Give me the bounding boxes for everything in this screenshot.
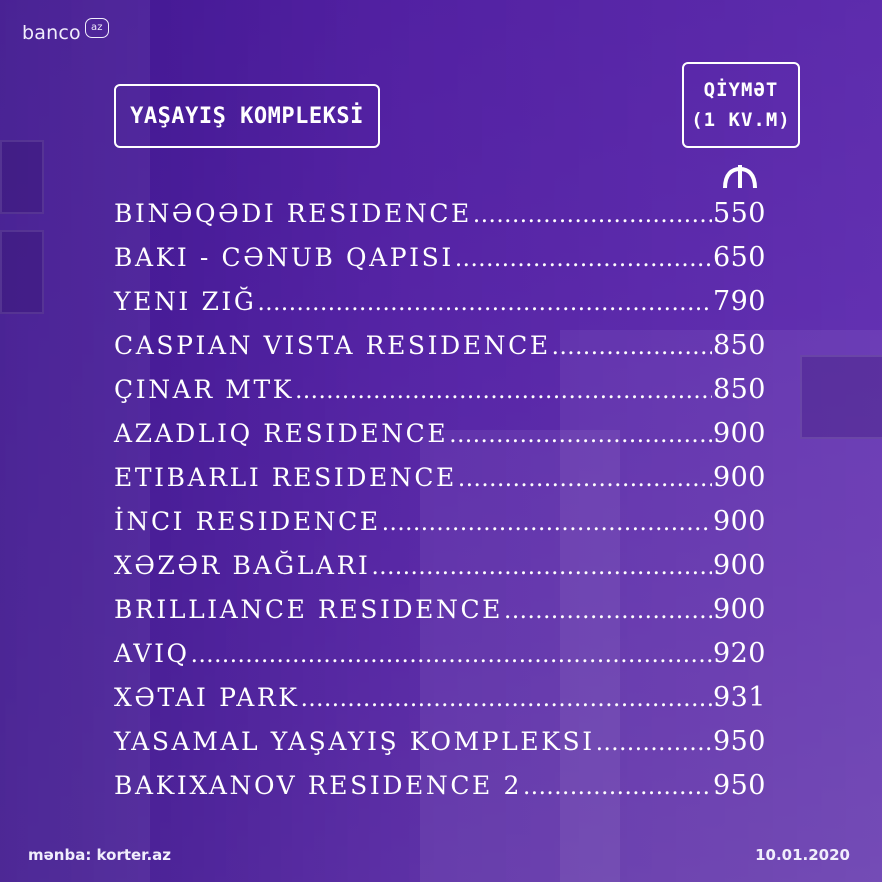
list-item: Çinar MTK 850 [114, 374, 766, 418]
complex-name: Brilliance Residence [114, 595, 504, 624]
price-value: 920 [712, 638, 766, 669]
column-header-price-line2: (1 KV.M) [691, 109, 791, 131]
price-value: 931 [712, 682, 766, 713]
complex-name: Çinar MTK [114, 375, 295, 404]
column-header-complex-label: YAŞAYIŞ KOMPLEKSİ [130, 103, 364, 129]
complex-name: Azadlıq Residence [114, 419, 449, 448]
list-item: Etibarlı Residence 900 [114, 462, 766, 506]
price-value: 900 [712, 462, 766, 493]
price-value: 900 [712, 550, 766, 581]
dot-leader [295, 378, 712, 404]
complex-name: Yeni Ziğ [114, 287, 257, 316]
list-item: Caspian Vista Residence 850 [114, 330, 766, 374]
price-list: Binəqədi Residence 550 Bakı - Cənub Qapısı… [114, 198, 766, 814]
banco-logo: banco az [22, 18, 109, 44]
dot-leader [523, 774, 712, 800]
price-value: 900 [712, 594, 766, 625]
list-item: Bakı - Cənub Qapısı 650 [114, 242, 766, 286]
date-label: 10.01.2020 [755, 846, 850, 864]
price-value: 950 [712, 726, 766, 757]
list-item: Binəqədi Residence 550 [114, 198, 766, 242]
background-window [800, 355, 882, 439]
complex-name: Aviq [114, 639, 190, 668]
column-header-price: QİYMƏT (1 KV.M) [682, 62, 800, 148]
price-value: 650 [712, 242, 766, 273]
complex-name: Bakıxanov Residence 2 [114, 771, 522, 800]
list-item: Aviq 920 [114, 638, 766, 682]
price-value: 550 [712, 198, 766, 229]
dot-leader [449, 422, 712, 448]
list-item: Yasamal Yaşayış Kompleksi 950 [114, 726, 766, 770]
manat-icon [723, 165, 757, 189]
background-window [0, 140, 44, 214]
dot-leader [455, 246, 712, 272]
price-value: 850 [712, 330, 766, 361]
price-value: 790 [712, 286, 766, 317]
list-item: İnci Residence 900 [114, 506, 766, 550]
price-value: 900 [712, 418, 766, 449]
dot-leader [301, 686, 712, 712]
complex-name: Caspian Vista Residence [114, 331, 551, 360]
dot-leader [473, 202, 712, 228]
dot-leader [257, 290, 711, 316]
dot-leader [382, 510, 712, 536]
price-value: 950 [712, 770, 766, 801]
source-credit: mənba: korter.az [28, 846, 171, 864]
complex-name: Xəzər Bağları [114, 551, 371, 580]
dot-leader [371, 554, 711, 580]
complex-name: Bakı - Cənub Qapısı [114, 243, 454, 272]
column-header-price-line1: QİYMƏT [703, 79, 779, 101]
complex-name: İnci Residence [114, 507, 381, 536]
dot-leader [552, 334, 712, 360]
dot-leader [504, 598, 712, 624]
complex-name: Binəqədi Residence [114, 199, 472, 228]
logo-badge: az [84, 18, 109, 38]
logo-text: banco [22, 22, 81, 44]
list-item: Xəzər Bağları 900 [114, 550, 766, 594]
list-item: Xətai Park 931 [114, 682, 766, 726]
complex-name: Xətai Park [114, 683, 300, 712]
column-header-complex: YAŞAYIŞ KOMPLEKSİ [114, 84, 380, 148]
list-item: Brilliance Residence 900 [114, 594, 766, 638]
list-item: Yeni Ziğ 790 [114, 286, 766, 330]
dot-leader [458, 466, 712, 492]
price-value: 850 [712, 374, 766, 405]
background-window [0, 230, 44, 314]
price-value: 900 [712, 506, 766, 537]
list-item: Azadlıq Residence 900 [114, 418, 766, 462]
complex-name: Yasamal Yaşayış Kompleksi [114, 727, 595, 756]
dot-leader [596, 730, 712, 756]
dot-leader [191, 642, 712, 668]
complex-name: Etibarlı Residence [114, 463, 457, 492]
list-item: Bakıxanov Residence 2 950 [114, 770, 766, 814]
